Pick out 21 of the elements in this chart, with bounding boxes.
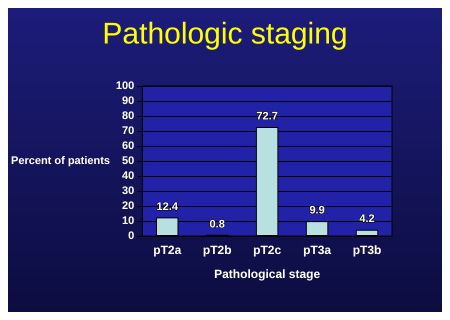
x-tick-label: pT3a <box>303 243 332 257</box>
y-tick-label: 80 <box>122 110 134 122</box>
x-tick-label: pT2b <box>202 243 232 257</box>
x-tick-label: pT3b <box>352 243 382 257</box>
y-tick-label: 30 <box>122 185 134 197</box>
y-tick-label: 20 <box>122 200 134 212</box>
y-axis-title: Percent of patients <box>10 155 110 167</box>
y-tick-label: 60 <box>122 140 134 152</box>
data-label: 0.8 <box>210 218 225 230</box>
y-tick-label: 90 <box>122 95 134 107</box>
x-tick-label: pT2c <box>253 243 282 257</box>
y-tick-label: 10 <box>122 215 134 227</box>
data-label: 9.9 <box>309 204 325 217</box>
y-tick-label: 0 <box>128 230 134 242</box>
x-axis-title: Pathological stage <box>214 267 320 281</box>
y-tick-label: 50 <box>122 155 134 167</box>
chart-title: Pathologic staging <box>102 18 348 50</box>
y-tick-label: 100 <box>116 80 134 92</box>
y-tick-label: 70 <box>122 125 134 137</box>
x-tick-label: pT2a <box>153 243 182 257</box>
y-tick-label: 40 <box>122 170 134 182</box>
